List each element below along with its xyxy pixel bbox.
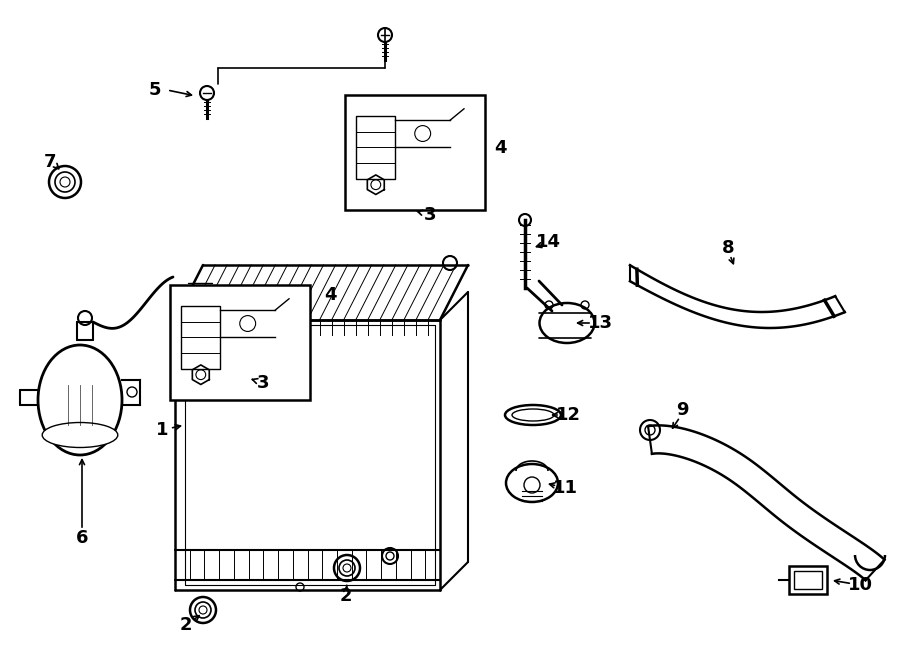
Bar <box>170 285 310 400</box>
Bar <box>181 305 220 369</box>
Ellipse shape <box>512 409 554 421</box>
Ellipse shape <box>506 464 558 502</box>
Circle shape <box>378 28 392 42</box>
Circle shape <box>190 597 216 623</box>
Circle shape <box>519 214 531 226</box>
Text: 1: 1 <box>156 421 168 439</box>
Circle shape <box>334 555 360 581</box>
Circle shape <box>192 287 208 303</box>
Text: 7: 7 <box>44 153 56 171</box>
Ellipse shape <box>42 422 118 447</box>
Text: 8: 8 <box>722 239 734 257</box>
Text: 2: 2 <box>340 587 352 605</box>
Text: 4: 4 <box>324 286 337 304</box>
Circle shape <box>443 256 457 270</box>
Circle shape <box>200 86 214 100</box>
Circle shape <box>78 311 92 325</box>
Bar <box>345 95 485 210</box>
Text: 11: 11 <box>553 479 578 497</box>
Bar <box>356 116 395 179</box>
Circle shape <box>296 583 304 591</box>
Bar <box>794 571 822 589</box>
Text: 10: 10 <box>848 576 872 594</box>
Circle shape <box>640 420 660 440</box>
Text: 6: 6 <box>76 529 88 547</box>
Text: 12: 12 <box>555 406 580 424</box>
Text: 2: 2 <box>180 616 193 634</box>
Ellipse shape <box>539 303 595 343</box>
Circle shape <box>49 166 81 198</box>
Text: 3: 3 <box>424 206 436 224</box>
Text: 14: 14 <box>536 233 561 251</box>
Ellipse shape <box>38 345 122 455</box>
Text: 13: 13 <box>588 314 613 332</box>
Text: 3: 3 <box>256 374 269 392</box>
Circle shape <box>382 548 398 564</box>
Ellipse shape <box>505 405 561 425</box>
Bar <box>789 566 827 594</box>
Text: 9: 9 <box>676 401 688 419</box>
Text: 5: 5 <box>148 81 161 99</box>
Text: 4: 4 <box>494 139 506 157</box>
